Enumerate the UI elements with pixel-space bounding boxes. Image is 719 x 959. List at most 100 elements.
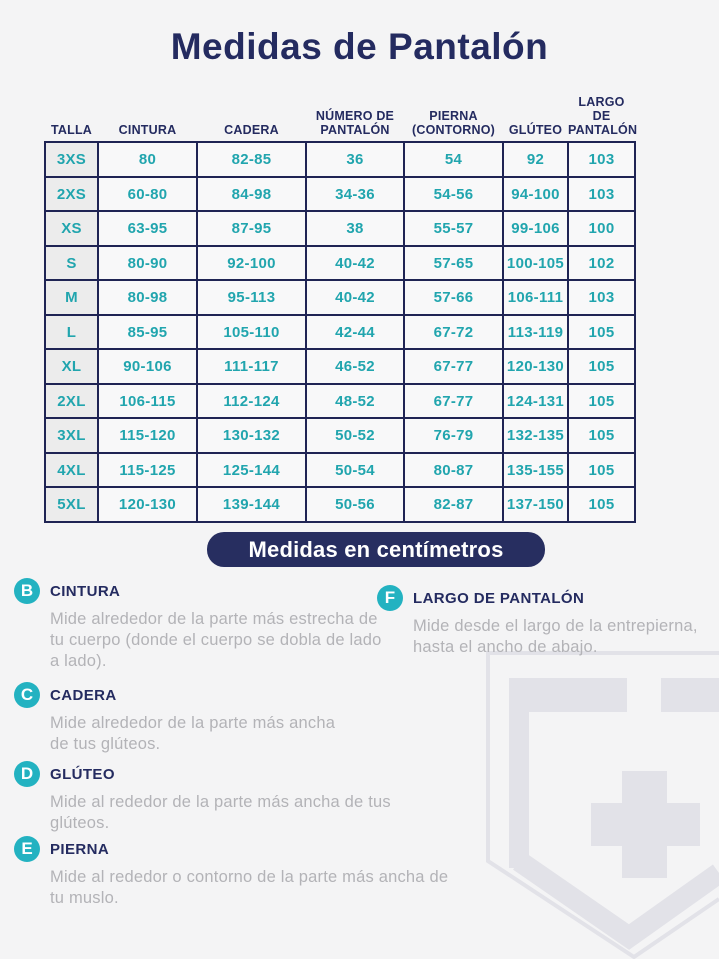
column-header: LARGO DE PANTALÓN	[568, 95, 638, 137]
table-row: M 80-98 95-113 40-42 57-66 106-111 103	[44, 279, 636, 316]
size-label-cell: 2XS	[44, 175, 99, 213]
measurement-cell: 100	[567, 210, 636, 247]
measurement-cell: 105	[567, 486, 636, 523]
measurement-cell: 130-132	[196, 417, 307, 454]
definition-title: GLÚTEO	[50, 765, 115, 783]
letter-c-badge: C	[14, 682, 40, 708]
measurement-cell: 103	[567, 141, 636, 178]
table-row: 4XL 115-125 125-144 50-54 80-87 135-155 105	[44, 451, 636, 489]
measurement-cell: 111-117	[196, 348, 307, 385]
measurement-cell: 48-52	[305, 382, 405, 420]
letter-d-badge: D	[14, 761, 40, 787]
measurement-cell: 54-56	[403, 175, 504, 213]
measurement-cell: 137-150	[502, 486, 569, 523]
measurement-cell: 135-155	[502, 451, 569, 489]
definition-item-cintura: B CINTURA Mide alrededor de la parte más…	[14, 578, 386, 672]
measurement-cell: 40-42	[305, 244, 405, 282]
measurement-cell: 80-98	[97, 279, 198, 316]
letter-f-badge: F	[377, 585, 403, 611]
definition-item-largo-de-pantalon: F LARGO DE PANTALÓN Mide desde el largo …	[377, 585, 712, 658]
size-table-body: 3XS 80 82-85 36 54 92 103 2XS 60-80 84-98 34-36 54-…	[44, 141, 636, 523]
definition-item-cadera: C CADERA Mide alrededor de la parte más …	[14, 682, 354, 755]
size-label-cell: S	[44, 244, 99, 282]
measurement-cell: 50-52	[305, 417, 405, 454]
measurement-cell: 115-125	[97, 451, 198, 489]
measurement-cell: 92	[502, 141, 569, 178]
measurement-cell: 50-56	[305, 486, 405, 523]
measurement-cell: 34-36	[305, 175, 405, 213]
definition-text: Mide alrededor de la parte más estrecha …	[50, 610, 382, 670]
measurement-cell: 113-119	[502, 313, 569, 351]
definition-text: Mide desde el largo de la entrepierna, h…	[413, 617, 698, 656]
measurement-cell: 99-106	[502, 210, 569, 247]
measurement-cell: 42-44	[305, 313, 405, 351]
measurement-cell: 80-90	[97, 244, 198, 282]
definition-title: LARGO DE PANTALÓN	[413, 589, 585, 607]
column-header: TALLA	[50, 122, 93, 137]
definition-header: E PIERNA	[14, 836, 466, 862]
measurement-cell: 90-106	[97, 348, 198, 385]
measurement-cell: 57-65	[403, 244, 504, 282]
measurement-cell: 40-42	[305, 279, 405, 316]
size-label-cell: 3XS	[44, 141, 99, 178]
definition-item-gluteo: D GLÚTEO Mide al rededor de la parte más…	[14, 761, 444, 834]
measurement-cell: 67-72	[403, 313, 504, 351]
page-title: Medidas de Pantalón	[170, 26, 549, 67]
size-table-container: TALLA CINTURA CADERA NÚMERO DE PANTALÓN PIER…	[44, 95, 638, 523]
definition-header: C CADERA	[14, 682, 354, 708]
definition-header: B CINTURA	[14, 578, 386, 604]
measurement-cell: 124-131	[502, 382, 569, 420]
measurement-cell: 50-54	[305, 451, 405, 489]
size-label-cell: XL	[44, 348, 99, 385]
table-row: 3XL 115-120 130-132 50-52 76-79 132-135 105	[44, 417, 636, 454]
column-header: CINTURA	[118, 122, 177, 137]
letter-b-badge: B	[14, 578, 40, 604]
measurement-cell: 63-95	[97, 210, 198, 247]
measurement-cell: 60-80	[97, 175, 198, 213]
measurement-cell: 38	[305, 210, 405, 247]
measurement-cell: 139-144	[196, 486, 307, 523]
measurement-cell: 105	[567, 382, 636, 420]
shield-cross-logo-icon	[486, 651, 719, 959]
size-label-cell: 4XL	[44, 451, 99, 489]
measurement-cell: 84-98	[196, 175, 307, 213]
table-row: 3XS 80 82-85 36 54 92 103	[44, 141, 636, 178]
measurement-cell: 100-105	[502, 244, 569, 282]
size-label-cell: M	[44, 279, 99, 316]
definition-title: CINTURA	[50, 582, 121, 600]
size-label-cell: L	[44, 313, 99, 351]
column-header: GLÚTEO	[508, 122, 563, 137]
measurement-cell: 106-111	[502, 279, 569, 316]
measurement-cell: 82-85	[196, 141, 307, 178]
measurement-cell: 120-130	[502, 348, 569, 385]
measurement-cell: 67-77	[403, 382, 504, 420]
definition-header: F LARGO DE PANTALÓN	[377, 585, 712, 611]
column-header: NÚMERO DE PANTALÓN	[315, 108, 395, 137]
measurement-cell: 102	[567, 244, 636, 282]
table-row: 2XS 60-80 84-98 34-36 54-56 94-100 103	[44, 175, 636, 213]
size-table: TALLA CINTURA CADERA NÚMERO DE PANTALÓN PIER…	[44, 95, 638, 523]
measurement-cell: 85-95	[97, 313, 198, 351]
definition-text: Mide al rededor de la parte más ancha de…	[50, 793, 391, 832]
measurement-cell: 76-79	[403, 417, 504, 454]
size-label-cell: 2XL	[44, 382, 99, 420]
measurement-cell: 112-124	[196, 382, 307, 420]
column-header: CADERA	[224, 122, 279, 137]
definition-item-pierna: E PIERNA Mide al rededor o contorno de l…	[14, 836, 466, 909]
measurement-cell: 46-52	[305, 348, 405, 385]
measurement-cell: 80-87	[403, 451, 504, 489]
letter-e-badge: E	[14, 836, 40, 862]
definition-header: D GLÚTEO	[14, 761, 444, 787]
measurement-cell: 105-110	[196, 313, 307, 351]
table-row: XS 63-95 87-95 38 55-57 99-106 100	[44, 210, 636, 247]
size-label-cell: XS	[44, 210, 99, 247]
definition-title: CADERA	[50, 686, 117, 704]
measurement-cell: 87-95	[196, 210, 307, 247]
measurement-cell: 80	[97, 141, 198, 178]
table-row: XL 90-106 111-117 46-52 67-77 120-130 105	[44, 348, 636, 385]
measurement-cell: 132-135	[502, 417, 569, 454]
measurement-cell: 95-113	[196, 279, 307, 316]
measurement-cell: 94-100	[502, 175, 569, 213]
measurement-cell: 67-77	[403, 348, 504, 385]
measurement-cell: 105	[567, 313, 636, 351]
